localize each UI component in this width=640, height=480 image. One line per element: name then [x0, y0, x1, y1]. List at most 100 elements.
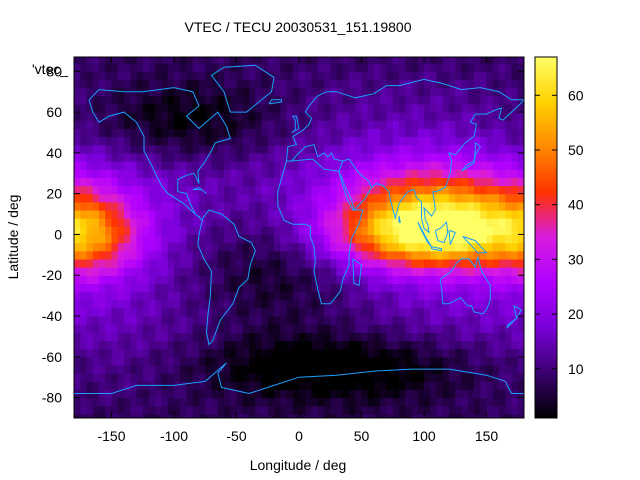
- heatmap-cell: [367, 87, 375, 97]
- heatmap-cell: [361, 389, 369, 399]
- heatmap-cell: [499, 340, 506, 350]
- heatmap-cell: [417, 299, 425, 309]
- heatmap-cell: [74, 250, 81, 260]
- heatmap-cell: [242, 275, 250, 284]
- heatmap-cell: [261, 267, 269, 276]
- heatmap-cell: [124, 226, 131, 236]
- heatmap-cell: [155, 348, 163, 358]
- heatmap-cell: [192, 299, 200, 309]
- heatmap-cell: [349, 63, 356, 72]
- heatmap-cell: [399, 112, 406, 121]
- heatmap-cell: [267, 373, 275, 382]
- heatmap-cell: [155, 356, 163, 366]
- heatmap-cell: [230, 405, 238, 415]
- heatmap-cell: [155, 136, 163, 146]
- heatmap-cell: [149, 250, 156, 260]
- heatmap-cell: [236, 381, 244, 391]
- heatmap-cell: [380, 152, 388, 162]
- heatmap-cell: [230, 242, 238, 252]
- heatmap-cell: [367, 152, 375, 162]
- heatmap-cell: [455, 193, 463, 203]
- heatmap-cell: [111, 258, 119, 268]
- heatmap-cell: [461, 242, 469, 252]
- heatmap-cell: [380, 144, 388, 154]
- heatmap-cell: [467, 307, 475, 317]
- heatmap-cell: [167, 332, 175, 342]
- heatmap-cell: [361, 348, 369, 358]
- heatmap-cell: [212, 47, 219, 56]
- heatmap-cell: [417, 373, 425, 382]
- heatmap-cell: [305, 201, 313, 211]
- heatmap-cell: [274, 381, 281, 391]
- heatmap-cell: [449, 413, 456, 418]
- heatmap-cell: [86, 87, 94, 97]
- heatmap-cell: [374, 397, 381, 407]
- heatmap-cell: [417, 316, 425, 325]
- heatmap-cell: [192, 307, 200, 317]
- heatmap-cell: [142, 373, 150, 382]
- heatmap-cell: [255, 95, 263, 105]
- heatmap-cell: [467, 267, 475, 276]
- heatmap-cell: [86, 324, 94, 333]
- heatmap-cell: [324, 397, 331, 407]
- heatmap-cell: [117, 177, 125, 187]
- heatmap-cell: [467, 185, 475, 195]
- heatmap-cell: [480, 152, 488, 162]
- heatmap-cell: [261, 299, 269, 309]
- heatmap-cell: [74, 405, 81, 415]
- heatmap-cell: [242, 161, 250, 170]
- heatmap-cell: [405, 161, 413, 170]
- heatmap-cell: [486, 144, 494, 154]
- heatmap-cell: [205, 169, 213, 178]
- heatmap-cell: [255, 87, 263, 97]
- heatmap-cell: [480, 373, 488, 382]
- heatmap-cell: [392, 413, 400, 418]
- heatmap-cell: [367, 120, 375, 129]
- heatmap-cell: [136, 275, 144, 284]
- heatmap-cell: [130, 144, 138, 154]
- heatmap-cell: [455, 364, 463, 374]
- heatmap-cell: [380, 250, 388, 260]
- heatmap-cell: [374, 201, 381, 211]
- heatmap-cell: [105, 201, 113, 211]
- heatmap-cell: [305, 95, 313, 105]
- heatmap-cell: [449, 316, 456, 325]
- heatmap-cell: [274, 63, 281, 72]
- heatmap-cell: [111, 79, 119, 89]
- heatmap-cell: [324, 226, 331, 236]
- heatmap-cell: [436, 161, 444, 170]
- heatmap-cell: [299, 103, 306, 113]
- heatmap-cell: [330, 397, 338, 407]
- heatmap-cell: [261, 332, 269, 342]
- heatmap-cell: [499, 79, 506, 89]
- heatmap-cell: [399, 299, 406, 309]
- heatmap-cell: [330, 112, 338, 121]
- heatmap-cell: [230, 193, 238, 203]
- heatmap-cell: [186, 57, 194, 64]
- heatmap-cell: [361, 209, 369, 219]
- heatmap-cell: [392, 128, 400, 138]
- heatmap-cell: [280, 316, 288, 325]
- heatmap-cell: [136, 193, 144, 203]
- heatmap-cell: [218, 47, 225, 56]
- heatmap-cell: [161, 291, 169, 301]
- heatmap-cell: [499, 413, 506, 418]
- heatmap-cell: [236, 103, 244, 113]
- heatmap-cell: [242, 209, 250, 219]
- heatmap-cell: [286, 267, 294, 276]
- heatmap-cell: [149, 95, 156, 105]
- heatmap-cell: [399, 397, 406, 407]
- heatmap-cell: [336, 87, 344, 97]
- heatmap-cell: [211, 144, 219, 154]
- heatmap-cell: [199, 234, 206, 244]
- heatmap-cell: [474, 71, 481, 81]
- heatmap-cell: [161, 144, 169, 154]
- heatmap-cell: [280, 193, 288, 203]
- heatmap-cell: [361, 120, 369, 129]
- heatmap-cell: [317, 87, 325, 97]
- heatmap-cell: [311, 356, 319, 366]
- heatmap-cell: [299, 283, 306, 293]
- heatmap-cell: [361, 397, 369, 407]
- heatmap-cell: [392, 103, 400, 113]
- heatmap-cell: [255, 152, 263, 162]
